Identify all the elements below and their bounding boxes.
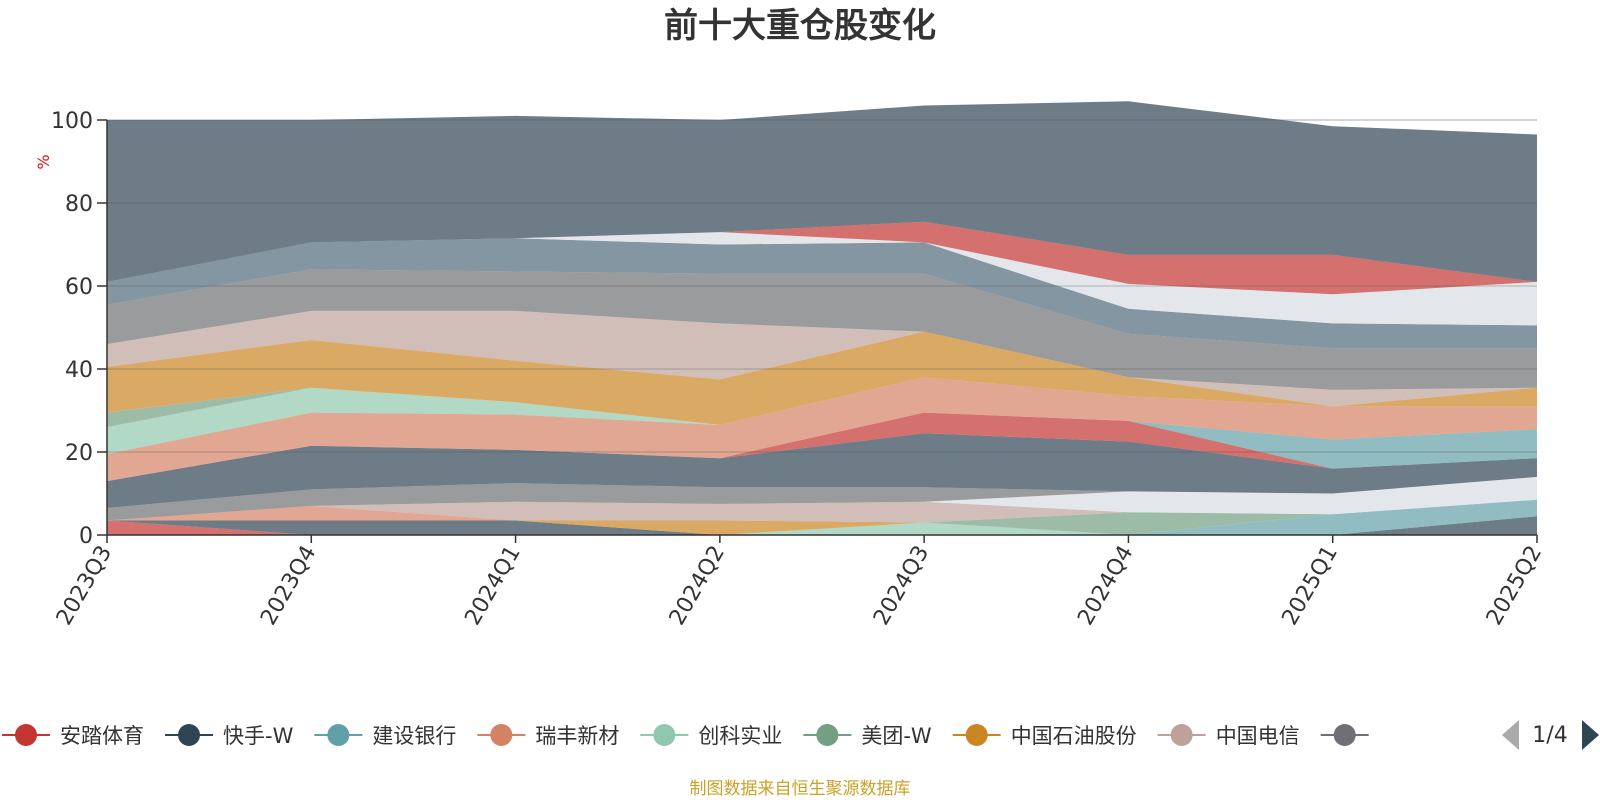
- legend-circle-marker: [15, 724, 37, 746]
- area-band-10: [107, 433, 1537, 508]
- legend-label: 美团-W: [861, 724, 932, 748]
- legend-circle-marker: [1333, 724, 1356, 746]
- legend-circle-marker: [490, 724, 513, 746]
- x-tick-label: 2024Q3: [869, 542, 934, 630]
- y-tick-label: 0: [79, 524, 93, 549]
- legend-label: 中国电信: [1216, 724, 1300, 748]
- area-band-18: [107, 269, 1537, 390]
- grid-layer: [107, 119, 1537, 453]
- legend-next-page-arrow-icon[interactable]: [1582, 720, 1599, 750]
- area-band-13: [107, 377, 1537, 482]
- legend-label: 建设银行: [372, 724, 456, 748]
- x-tick-label: 2024Q4: [1073, 542, 1138, 630]
- chart-title: 前十大重仓股变化: [664, 6, 936, 46]
- area-band-7: [107, 499, 1537, 523]
- area-band-17: [107, 310, 1537, 407]
- legend-label: 安踏体育: [60, 724, 144, 748]
- legend-circle-marker: [1170, 724, 1193, 746]
- legend-pager: 1/4: [1502, 720, 1599, 750]
- legend-item-7[interactable]: 中国电信: [1157, 724, 1300, 748]
- area-band-4: [107, 499, 1537, 535]
- area-band-20: [107, 232, 1537, 326]
- legend-circle-marker: [178, 724, 200, 746]
- x-tick-label: 2023Q4: [256, 542, 321, 630]
- legend-label: 快手-W: [223, 724, 294, 748]
- area-band-12: [107, 412, 1537, 482]
- legend-circle-marker: [653, 724, 676, 746]
- area-band-22: [107, 101, 1537, 282]
- area-band-0: [107, 520, 1537, 535]
- area-band-16: [107, 331, 1537, 425]
- area-band-6: [107, 499, 1537, 523]
- legend-item-6[interactable]: 中国石油股份: [952, 724, 1137, 748]
- data-source-note: 制图数据来自恒生聚源数据库: [690, 779, 911, 799]
- x-tick-label: 2024Q1: [460, 542, 525, 630]
- legend-page-indicator: 1/4: [1532, 723, 1567, 748]
- area-band-9: [107, 476, 1537, 521]
- area-band-19: [107, 238, 1537, 349]
- x-tick-label: 2024Q2: [665, 542, 730, 630]
- y-tick-label: 60: [65, 275, 93, 300]
- legend-item-4[interactable]: 创科实业: [640, 724, 782, 748]
- area-band-8: [107, 476, 1537, 521]
- legend-circle-marker: [327, 724, 350, 746]
- legend-item-3[interactable]: 瑞丰新材: [477, 724, 619, 748]
- area-band-21: [107, 221, 1537, 295]
- y-tick-label: 40: [65, 358, 93, 383]
- legend-label: 瑞丰新材: [535, 724, 619, 748]
- y-tick-label: 20: [65, 441, 93, 466]
- legend-item-5[interactable]: 美团-W: [803, 724, 932, 748]
- area-layer: [107, 101, 1537, 535]
- legend-item-2[interactable]: 建设银行: [314, 724, 456, 748]
- legend-item-8[interactable]: [1320, 724, 1369, 746]
- legend: 安踏体育 快手-W 建设银行 瑞丰新材 创科实业 美团-W 中国石油股份 中国电信: [2, 724, 1369, 748]
- x-tick-label: 2025Q1: [1278, 542, 1343, 630]
- legend-circle-marker: [816, 724, 839, 746]
- area-band-1: [107, 516, 1537, 535]
- y-axis-unit-label: %: [34, 154, 53, 169]
- legend-prev-page-arrow-icon[interactable]: [1502, 720, 1519, 750]
- legend-label: 创科实业: [698, 724, 782, 748]
- x-tick-label: 2025Q2: [1482, 542, 1547, 630]
- x-tick-label: 2023Q3: [52, 542, 117, 630]
- legend-label: 中国石油股份: [1011, 724, 1137, 748]
- legend-circle-marker: [965, 724, 988, 746]
- legend-item-1[interactable]: 快手-W: [165, 724, 294, 748]
- y-tick-label: 100: [51, 109, 93, 134]
- area-band-5: [107, 499, 1537, 535]
- legend-item-0[interactable]: 安踏体育: [2, 724, 144, 748]
- y-tick-label: 80: [65, 192, 93, 217]
